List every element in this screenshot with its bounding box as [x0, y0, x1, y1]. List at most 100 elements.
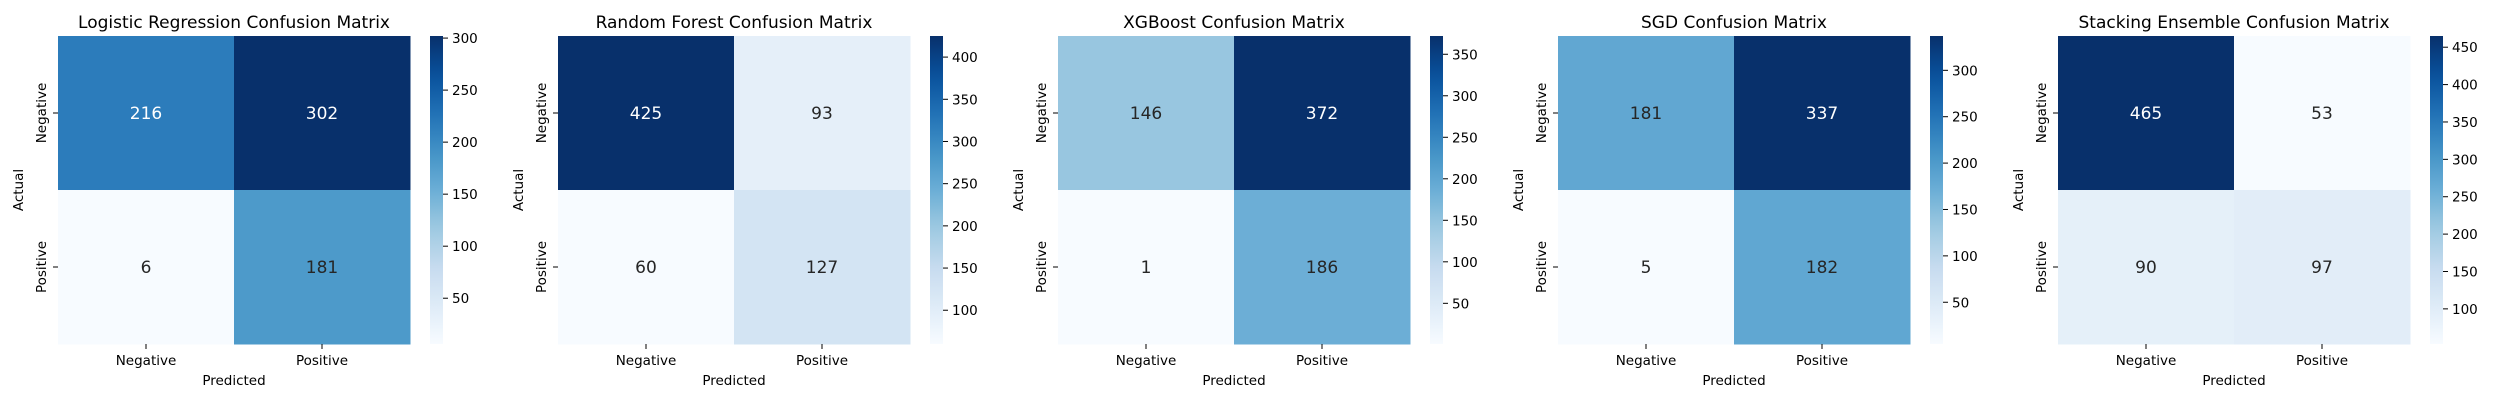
- heatmap-cell: [1058, 36, 1235, 191]
- cell-value-label: 127: [806, 258, 838, 278]
- colorbar-tick-label: 150: [952, 261, 978, 277]
- x-tick-label: Negative: [1616, 353, 1677, 369]
- colorbar-tick-label: 100: [2452, 302, 2478, 318]
- colorbar-tick-label: 50: [452, 291, 469, 307]
- colorbar-tick-label: 300: [1452, 89, 1478, 105]
- colorbar-tick-label: 350: [2452, 115, 2478, 131]
- heatmap-cell: [234, 36, 411, 191]
- colorbar: [2430, 36, 2443, 344]
- cell-value-label: 53: [2311, 104, 2333, 124]
- x-tick-label: Positive: [1796, 353, 1848, 369]
- heatmap-cell: [2234, 36, 2411, 191]
- cell-value-label: 425: [630, 104, 662, 124]
- colorbar-tick-label: 450: [2452, 40, 2478, 56]
- colorbar-tick-label: 350: [1452, 47, 1478, 63]
- colorbar-tick-label: 300: [952, 134, 978, 150]
- heatmap-cell: [2234, 190, 2411, 345]
- heatmap-panel-2: Random Forest Confusion Matrix 425 93 60 127…: [511, 13, 978, 389]
- cell-value-label: 186: [1306, 258, 1338, 278]
- colorbar-tick-label: 250: [1452, 130, 1478, 146]
- colorbar-tick-label: 200: [2452, 227, 2478, 243]
- x-tick-label: Negative: [1116, 353, 1177, 369]
- cell-value-label: 216: [130, 104, 162, 124]
- colorbar-tick-label: 300: [2452, 152, 2478, 168]
- chart-title: Random Forest Confusion Matrix: [596, 13, 873, 33]
- heatmap-cell: [558, 190, 735, 345]
- cell-value-label: 6: [141, 258, 152, 278]
- y-tick-label: Negative: [1034, 83, 1050, 144]
- cell-value-label: 93: [811, 104, 833, 124]
- x-axis-label: Predicted: [202, 373, 265, 389]
- x-tick-label: Negative: [616, 353, 677, 369]
- heatmap-cell: [1734, 190, 1911, 345]
- colorbar-tick-label: 250: [452, 83, 478, 99]
- y-axis-label: Actual: [511, 169, 527, 211]
- colorbar-tick-label: 50: [1452, 296, 1469, 312]
- colorbar-tick-label: 100: [952, 303, 978, 319]
- colorbar-tick-label: 350: [952, 92, 978, 108]
- heatmap-cell: [734, 36, 911, 191]
- cell-value-label: 465: [2130, 104, 2162, 124]
- heatmap-cell: [234, 190, 411, 345]
- x-tick-label: Positive: [796, 353, 848, 369]
- heatmap-panel-1: Logistic Regression Confusion Matrix 216 3…: [11, 13, 478, 389]
- colorbar-tick-label: 50: [1952, 295, 1969, 311]
- colorbar-tick-label: 150: [1452, 213, 1478, 229]
- y-tick-label: Positive: [534, 241, 550, 293]
- cell-value-label: 181: [1630, 104, 1662, 124]
- heatmap-panel-4: SGD Confusion Matrix 181 337 5 182 Negative Po…: [1511, 13, 1978, 389]
- cell-value-label: 1: [1141, 258, 1152, 278]
- colorbar-tick-label: 400: [2452, 78, 2478, 94]
- chart-title: SGD Confusion Matrix: [1641, 13, 1827, 33]
- cell-value-label: 302: [306, 104, 338, 124]
- y-tick-label: Negative: [1534, 83, 1550, 144]
- heatmap-cell: [1558, 190, 1735, 345]
- x-tick-label: Positive: [1296, 353, 1348, 369]
- heatmap-cell: [1558, 36, 1735, 191]
- heatmap-cell: [558, 36, 735, 191]
- heatmap-cell: [58, 36, 235, 191]
- heatmap-cell: [2058, 190, 2235, 345]
- cell-value-label: 60: [635, 258, 657, 278]
- cell-value-label: 5: [1641, 258, 1652, 278]
- colorbar-tick-label: 150: [2452, 264, 2478, 280]
- colorbar-tick-label: 300: [452, 31, 478, 47]
- colorbar: [1930, 36, 1943, 344]
- colorbar-tick-label: 300: [1952, 63, 1978, 79]
- cell-value-label: 90: [2135, 258, 2157, 278]
- y-axis-label: Actual: [11, 169, 27, 211]
- y-tick-label: Positive: [1034, 241, 1050, 293]
- chart-title: Logistic Regression Confusion Matrix: [78, 13, 390, 33]
- heatmap-cell: [2058, 36, 2235, 191]
- heatmap-cell: [58, 190, 235, 345]
- heatmap-cell: [1058, 190, 1235, 345]
- colorbar-tick-label: 400: [952, 50, 978, 66]
- colorbar-tick-label: 250: [952, 177, 978, 193]
- heatmap-cell: [1234, 190, 1411, 345]
- cell-value-label: 337: [1806, 104, 1838, 124]
- chart-title: XGBoost Confusion Matrix: [1123, 13, 1345, 33]
- y-axis-label: Actual: [1011, 169, 1027, 211]
- heatmap-panel-5: Stacking Ensemble Confusion Matrix 465 53 9…: [2011, 13, 2478, 389]
- y-tick-label: Positive: [34, 241, 50, 293]
- colorbar-tick-label: 100: [1452, 255, 1478, 271]
- colorbar-tick-label: 250: [2452, 190, 2478, 206]
- colorbar: [1430, 36, 1443, 344]
- x-tick-label: Negative: [116, 353, 177, 369]
- cell-value-label: 97: [2311, 258, 2333, 278]
- heatmap-cell: [734, 190, 911, 345]
- cell-value-label: 182: [1806, 258, 1838, 278]
- cell-value-label: 146: [1130, 104, 1162, 124]
- colorbar-tick-label: 200: [952, 219, 978, 235]
- colorbar-tick-label: 200: [1452, 172, 1478, 188]
- y-axis-label: Actual: [1511, 169, 1527, 211]
- x-tick-label: Negative: [2116, 353, 2177, 369]
- y-tick-label: Positive: [1534, 241, 1550, 293]
- colorbar-tick-label: 250: [1952, 110, 1978, 126]
- heatmap-panel-3: XGBoost Confusion Matrix 146 372 1 186 Negati…: [1011, 13, 1478, 389]
- x-axis-label: Predicted: [702, 373, 765, 389]
- cell-value-label: 181: [306, 258, 338, 278]
- colorbar: [430, 36, 443, 344]
- colorbar: [930, 36, 943, 344]
